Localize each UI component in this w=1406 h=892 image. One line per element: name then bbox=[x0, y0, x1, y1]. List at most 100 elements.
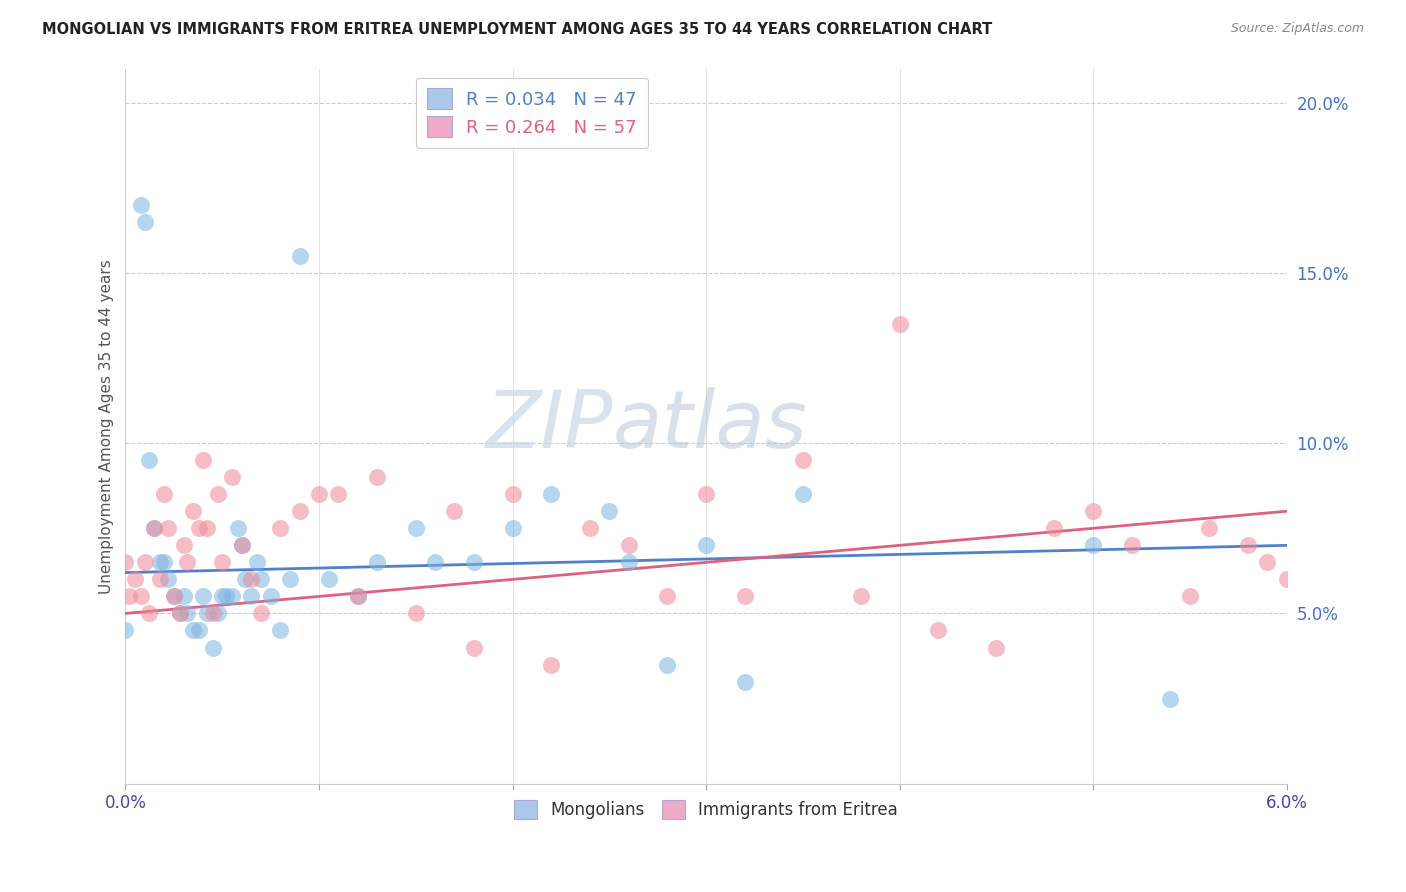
Point bbox=[149, 573, 172, 587]
Point bbox=[463, 640, 485, 655]
Point bbox=[221, 470, 243, 484]
Point bbox=[169, 607, 191, 621]
Point bbox=[157, 521, 180, 535]
Point bbox=[250, 573, 273, 587]
Point bbox=[195, 521, 218, 535]
Text: ZIP: ZIP bbox=[485, 387, 613, 465]
Point bbox=[269, 521, 291, 535]
Point bbox=[657, 657, 679, 672]
Point bbox=[240, 573, 263, 587]
Point bbox=[502, 487, 524, 501]
Point bbox=[138, 453, 160, 467]
Point bbox=[188, 624, 211, 638]
Text: atlas: atlas bbox=[613, 387, 808, 465]
Point bbox=[986, 640, 1008, 655]
Point bbox=[211, 555, 233, 569]
Point bbox=[502, 521, 524, 535]
Point bbox=[346, 590, 368, 604]
Point bbox=[207, 607, 229, 621]
Point bbox=[134, 215, 156, 229]
Text: Source: ZipAtlas.com: Source: ZipAtlas.com bbox=[1230, 22, 1364, 36]
Point bbox=[366, 555, 388, 569]
Point bbox=[1275, 573, 1298, 587]
Point bbox=[463, 555, 485, 569]
Point bbox=[114, 555, 136, 569]
Point bbox=[849, 590, 872, 604]
Point bbox=[1081, 538, 1104, 552]
Point bbox=[423, 555, 446, 569]
Point bbox=[181, 624, 204, 638]
Point bbox=[124, 573, 146, 587]
Point bbox=[173, 538, 195, 552]
Point bbox=[1295, 590, 1317, 604]
Point bbox=[540, 487, 562, 501]
Point bbox=[346, 590, 368, 604]
Point bbox=[138, 607, 160, 621]
Point bbox=[405, 607, 427, 621]
Point bbox=[288, 504, 311, 518]
Point bbox=[889, 317, 911, 331]
Point bbox=[328, 487, 350, 501]
Point bbox=[191, 453, 214, 467]
Point bbox=[246, 555, 269, 569]
Point bbox=[181, 504, 204, 518]
Point bbox=[231, 538, 253, 552]
Point bbox=[157, 573, 180, 587]
Point bbox=[240, 590, 263, 604]
Point bbox=[579, 521, 602, 535]
Point bbox=[207, 487, 229, 501]
Point bbox=[318, 573, 340, 587]
Point bbox=[195, 607, 218, 621]
Point bbox=[269, 624, 291, 638]
Point bbox=[540, 657, 562, 672]
Point bbox=[188, 521, 211, 535]
Point bbox=[231, 538, 253, 552]
Point bbox=[163, 590, 186, 604]
Point bbox=[114, 624, 136, 638]
Point bbox=[134, 555, 156, 569]
Point bbox=[221, 590, 243, 604]
Point bbox=[129, 590, 152, 604]
Point bbox=[1237, 538, 1260, 552]
Point bbox=[149, 555, 172, 569]
Point bbox=[250, 607, 273, 621]
Point bbox=[1333, 624, 1355, 638]
Point bbox=[235, 573, 257, 587]
Point bbox=[366, 470, 388, 484]
Point bbox=[617, 538, 640, 552]
Point bbox=[163, 590, 186, 604]
Point bbox=[617, 555, 640, 569]
Point bbox=[792, 453, 814, 467]
Y-axis label: Unemployment Among Ages 35 to 44 years: Unemployment Among Ages 35 to 44 years bbox=[100, 259, 114, 593]
Point bbox=[598, 504, 620, 518]
Point bbox=[226, 521, 249, 535]
Point bbox=[657, 590, 679, 604]
Point bbox=[1315, 607, 1337, 621]
Point bbox=[695, 538, 717, 552]
Point bbox=[259, 590, 281, 604]
Point bbox=[927, 624, 949, 638]
Point bbox=[176, 555, 198, 569]
Point bbox=[792, 487, 814, 501]
Point bbox=[169, 607, 191, 621]
Point bbox=[201, 640, 224, 655]
Point bbox=[215, 590, 238, 604]
Point bbox=[1159, 691, 1181, 706]
Point bbox=[191, 590, 214, 604]
Point bbox=[201, 607, 224, 621]
Point bbox=[1081, 504, 1104, 518]
Point bbox=[288, 249, 311, 263]
Point bbox=[405, 521, 427, 535]
Point bbox=[176, 607, 198, 621]
Point bbox=[129, 198, 152, 212]
Point bbox=[153, 555, 176, 569]
Text: MONGOLIAN VS IMMIGRANTS FROM ERITREA UNEMPLOYMENT AMONG AGES 35 TO 44 YEARS CORR: MONGOLIAN VS IMMIGRANTS FROM ERITREA UNE… bbox=[42, 22, 993, 37]
Point bbox=[734, 590, 756, 604]
Point bbox=[734, 674, 756, 689]
Point bbox=[143, 521, 166, 535]
Point bbox=[278, 573, 301, 587]
Point bbox=[211, 590, 233, 604]
Point bbox=[308, 487, 330, 501]
Point bbox=[1178, 590, 1201, 604]
Point bbox=[118, 590, 141, 604]
